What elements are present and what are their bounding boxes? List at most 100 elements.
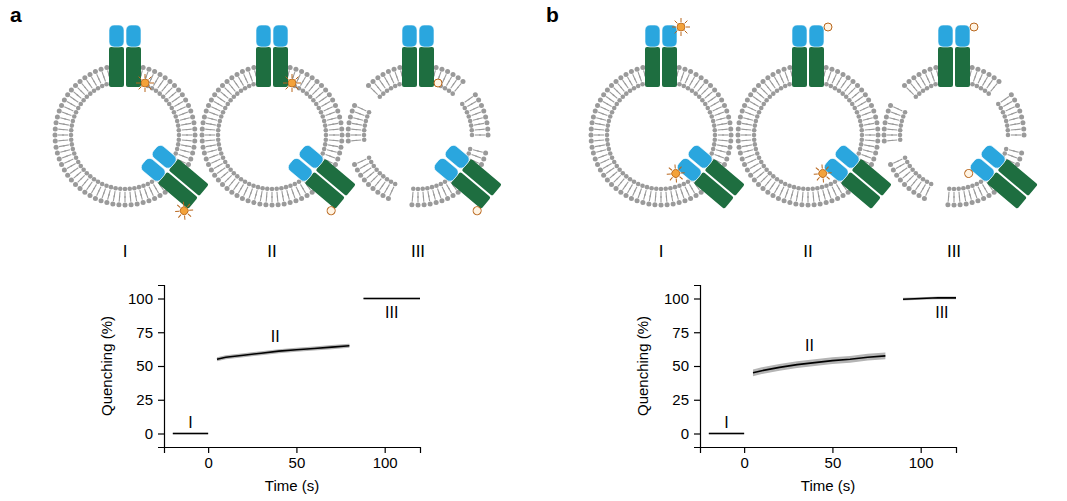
- lipid-head: [62, 98, 67, 103]
- lipid-tail: [172, 99, 177, 102]
- lipid-head: [624, 72, 629, 77]
- lipid-tail: [634, 78, 637, 83]
- lipid-head: [694, 193, 699, 198]
- lipid-head: [708, 110, 713, 115]
- lipid-head: [652, 202, 657, 207]
- lipid-head: [386, 69, 391, 74]
- lipid-head: [176, 137, 181, 142]
- lipid-head: [700, 98, 705, 103]
- quenched-fluorophore: [326, 205, 337, 216]
- lipid-tail: [363, 164, 368, 167]
- y-tick-label: 25: [136, 391, 153, 408]
- quenched-fluorophore: [963, 168, 974, 179]
- y-axis-title: Quenching (%): [634, 316, 651, 416]
- protein-domain: [675, 156, 703, 183]
- lipid-tail: [129, 192, 131, 198]
- x-tick-label: 0: [740, 454, 748, 471]
- lipid-head: [468, 119, 473, 124]
- lipid-head: [745, 98, 750, 103]
- lipid-head: [742, 162, 747, 167]
- lipid-head: [986, 91, 991, 96]
- lipid-head: [765, 190, 770, 195]
- quenched-fluorophore: [434, 79, 442, 87]
- lipid-head: [768, 95, 773, 100]
- lipid-head: [591, 114, 596, 119]
- lipid-head: [420, 186, 425, 191]
- lipid-head: [665, 202, 670, 207]
- lipid-head: [389, 86, 394, 91]
- lipid-head: [712, 128, 717, 133]
- lipid-head: [609, 83, 614, 88]
- lipid-head: [975, 182, 980, 187]
- lipid-head: [659, 187, 664, 192]
- lipid-head: [288, 183, 293, 188]
- lipid-head: [158, 72, 163, 77]
- fluorophore-ray: [673, 164, 677, 168]
- protein-domain: [139, 156, 167, 183]
- fluorophore: [136, 74, 154, 92]
- lipid-head: [612, 160, 617, 165]
- x-tick-label: 50: [289, 454, 306, 471]
- lipid-tail: [465, 99, 470, 102]
- lipid-head: [612, 106, 617, 111]
- lipid-head: [589, 133, 594, 138]
- lipid-head: [346, 133, 351, 138]
- lipid-head: [981, 196, 986, 201]
- lipid-head: [186, 103, 191, 108]
- lipid-head: [635, 198, 640, 203]
- lipid-head: [981, 69, 986, 74]
- lipid-tail: [852, 95, 857, 99]
- error-band: [753, 353, 885, 377]
- lipid-head: [1012, 98, 1017, 103]
- lipid-tail: [417, 192, 418, 198]
- lipid-head: [754, 147, 759, 152]
- lipid-head: [970, 82, 975, 87]
- quenched-fluorophore: [472, 205, 483, 216]
- lipid-tail: [865, 134, 871, 135]
- lipid-head: [362, 133, 367, 138]
- lipid-head: [206, 162, 211, 167]
- lipid-head: [228, 98, 233, 103]
- lipid-head: [709, 114, 714, 119]
- lipid-head: [711, 119, 716, 124]
- lipid-head: [921, 177, 926, 182]
- lipid-head: [76, 106, 81, 111]
- lipid-head: [964, 201, 969, 206]
- lipid-head: [824, 183, 829, 188]
- lipid-tail: [932, 76, 934, 82]
- lipid-head: [55, 114, 60, 119]
- vesicle: [200, 25, 358, 216]
- lipid-head: [824, 82, 829, 87]
- lipid-tail: [863, 150, 869, 152]
- lipid-tail: [862, 154, 868, 156]
- lipid-head: [416, 203, 421, 208]
- lipid-head: [154, 88, 159, 93]
- lipid-tail: [217, 164, 222, 167]
- lipid-tail: [250, 189, 252, 195]
- lipid-head: [450, 91, 455, 96]
- lipid-tail: [327, 119, 333, 121]
- lipid-head: [740, 156, 745, 161]
- lipid-head: [397, 82, 402, 87]
- lipid-tail: [296, 187, 299, 192]
- protein-domain: [809, 25, 824, 47]
- lipid-head: [694, 72, 699, 77]
- protein: [663, 140, 745, 219]
- lipid-tail: [923, 80, 926, 85]
- lipid-tail: [224, 172, 229, 176]
- lipid-tail: [422, 192, 424, 198]
- stage-label: II: [805, 337, 814, 354]
- lipid-tail: [600, 150, 606, 152]
- lipid-tail: [182, 129, 188, 131]
- lipid-tail: [865, 139, 871, 141]
- lipid-head: [216, 177, 221, 182]
- lipid-head: [141, 183, 146, 188]
- fluorophore-ray: [188, 214, 191, 217]
- lipid-head: [350, 109, 355, 114]
- lipid-head: [270, 203, 275, 208]
- lipid-head: [123, 203, 128, 208]
- lipid-tail: [786, 76, 788, 82]
- lipid-head: [310, 75, 315, 80]
- lipid-head: [216, 133, 221, 138]
- lipid-tail: [792, 190, 794, 196]
